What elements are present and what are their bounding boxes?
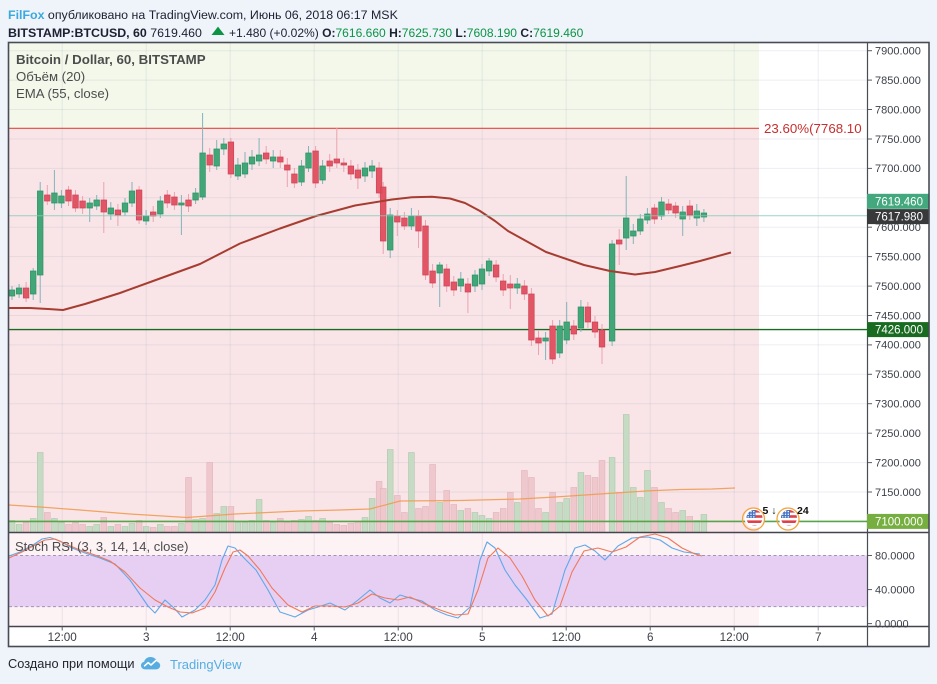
svg-text:7450.000: 7450.000 bbox=[875, 310, 921, 322]
svg-text:Создано при помощи: Создано при помощи bbox=[8, 656, 135, 671]
svg-text:4: 4 bbox=[311, 631, 318, 644]
svg-text:7550.000: 7550.000 bbox=[875, 251, 921, 263]
svg-text:23.60%(7768.10: 23.60%(7768.10 bbox=[764, 121, 862, 136]
svg-text:7350.000: 7350.000 bbox=[875, 369, 921, 381]
svg-text:7300.000: 7300.000 bbox=[875, 399, 921, 411]
svg-text:12:00: 12:00 bbox=[552, 631, 582, 644]
svg-text:7: 7 bbox=[815, 631, 822, 644]
svg-text:7250.000: 7250.000 bbox=[875, 428, 921, 440]
svg-text:7200.000: 7200.000 bbox=[875, 457, 921, 469]
svg-text:3: 3 bbox=[143, 631, 150, 644]
svg-text:7900.000: 7900.000 bbox=[875, 46, 921, 58]
svg-text:7750.000: 7750.000 bbox=[875, 134, 921, 146]
svg-text:12:00: 12:00 bbox=[216, 631, 246, 644]
svg-text:12:00: 12:00 bbox=[384, 631, 414, 644]
svg-text:7700.000: 7700.000 bbox=[875, 163, 921, 175]
svg-text:EMA (55, close): EMA (55, close) bbox=[16, 86, 109, 101]
svg-text:Bitcoin / Dollar, 60, BITSTAMP: Bitcoin / Dollar, 60, BITSTAMP bbox=[16, 52, 206, 67]
svg-text:7619.460: 7619.460 bbox=[875, 196, 923, 208]
svg-text:Stoch RSI (3, 3, 14, 14, close: Stoch RSI (3, 3, 14, 14, close) bbox=[15, 539, 188, 554]
svg-text:6: 6 bbox=[647, 631, 654, 644]
svg-text:24: 24 bbox=[797, 505, 809, 517]
svg-text:Объём (20): Объём (20) bbox=[16, 69, 85, 84]
svg-text:7426.000: 7426.000 bbox=[875, 325, 923, 337]
svg-text:80.0000: 80.0000 bbox=[875, 550, 915, 562]
svg-text:7800.000: 7800.000 bbox=[875, 104, 921, 116]
svg-text:0.0000: 0.0000 bbox=[875, 618, 909, 630]
svg-text:7600.000: 7600.000 bbox=[875, 222, 921, 234]
svg-text:7400.000: 7400.000 bbox=[875, 340, 921, 352]
svg-text:7150.000: 7150.000 bbox=[875, 487, 921, 499]
svg-text:12:00: 12:00 bbox=[720, 631, 750, 644]
svg-text:7850.000: 7850.000 bbox=[875, 75, 921, 87]
svg-text:40.0000: 40.0000 bbox=[875, 584, 915, 596]
svg-text:7500.000: 7500.000 bbox=[875, 281, 921, 293]
svg-text:FilFox опубликовано на Trading: FilFox опубликовано на TradingView.com, … bbox=[8, 8, 399, 22]
svg-text:5: 5 bbox=[479, 631, 486, 644]
svg-text:BITSTAMP:BTCUSD, 60 7619.460: BITSTAMP:BTCUSD, 60 7619.460 bbox=[8, 26, 202, 40]
svg-text:+1.480 (+0.02%) O:7616.660 H:7: +1.480 (+0.02%) O:7616.660 H:7625.730 L:… bbox=[229, 26, 584, 40]
svg-text:5 ↓: 5 ↓ bbox=[763, 505, 777, 517]
svg-text:7100.000: 7100.000 bbox=[875, 516, 923, 528]
svg-text:7617.980: 7617.980 bbox=[875, 212, 923, 224]
svg-text:12:00: 12:00 bbox=[48, 631, 78, 644]
svg-text:TradingView: TradingView bbox=[170, 657, 242, 672]
